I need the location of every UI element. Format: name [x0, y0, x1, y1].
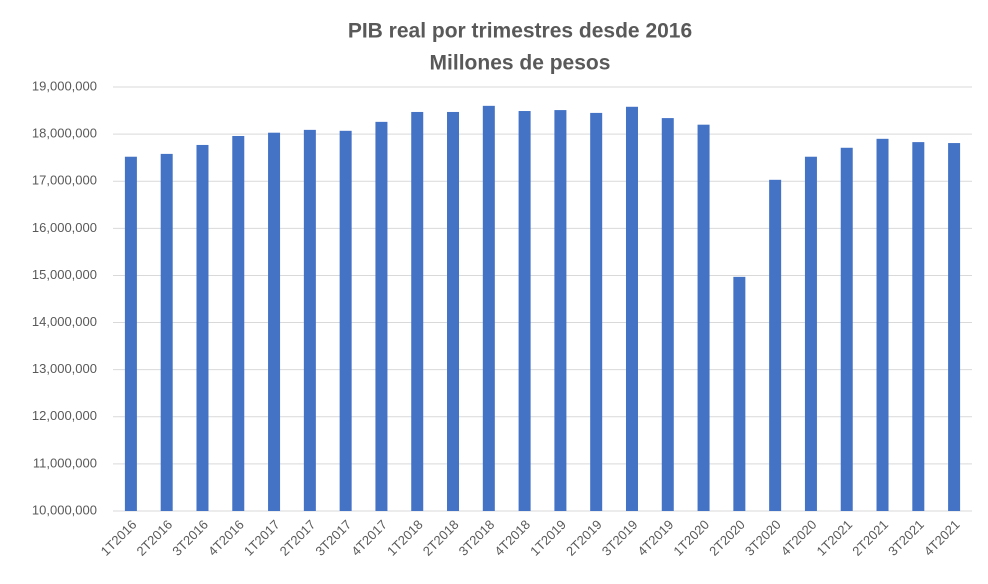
x-tick-label: 4T2017	[348, 517, 390, 559]
x-tick-label: 4T2016	[205, 517, 247, 559]
y-tick-label: 17,000,000	[32, 173, 97, 188]
bar	[912, 142, 925, 511]
y-tick-label: 15,000,000	[32, 267, 97, 282]
y-tick-label: 16,000,000	[32, 220, 97, 235]
bar	[124, 156, 137, 512]
bar	[625, 106, 638, 511]
x-tick-label: 4T2018	[491, 517, 533, 559]
y-tick-label: 11,000,000	[33, 455, 97, 470]
bar	[160, 153, 173, 512]
x-tick-label: 1T2016	[98, 517, 140, 559]
bar	[554, 110, 567, 511]
bar	[804, 156, 817, 512]
bar	[411, 111, 424, 512]
x-tick-label: 1T2018	[384, 517, 426, 559]
x-tick-label: 3T2018	[456, 517, 498, 559]
bar	[447, 111, 460, 512]
x-tick-label: 2T2020	[706, 517, 748, 559]
bar	[697, 124, 710, 511]
x-tick-label: 1T2017	[241, 517, 283, 559]
bar	[482, 105, 495, 511]
x-tick-label: 2T2017	[277, 517, 319, 559]
bar	[769, 179, 782, 511]
x-tick-label: 3T2017	[312, 517, 354, 559]
y-tick-label: 12,000,000	[32, 408, 97, 423]
x-tick-label: 4T2020	[778, 517, 820, 559]
y-tick-label: 14,000,000	[32, 314, 97, 329]
bar	[876, 138, 889, 512]
x-tick-label: 2T2018	[420, 517, 462, 559]
x-tick-label: 2T2019	[563, 517, 605, 559]
bar	[948, 143, 961, 511]
bar	[840, 147, 853, 512]
bar	[303, 129, 316, 512]
bar	[518, 111, 531, 511]
chart-title: PIB real por trimestres desde 2016	[348, 20, 692, 43]
bar	[339, 130, 352, 511]
bar	[268, 132, 281, 511]
bar	[590, 112, 603, 512]
x-tick-label: 3T2019	[599, 517, 641, 559]
chart-subtitle: Millones de pesos	[430, 52, 611, 75]
x-tick-label: 1T2019	[527, 517, 569, 559]
bar	[733, 276, 746, 511]
y-tick-label: 13,000,000	[32, 361, 97, 376]
bar	[232, 135, 245, 512]
y-tick-label: 10,000,000	[32, 502, 97, 517]
x-tick-label: 3T2016	[169, 517, 211, 559]
x-tick-label: 4T2019	[635, 517, 677, 559]
x-tick-label: 4T2021	[921, 517, 963, 559]
x-tick-label: 3T2020	[742, 517, 784, 559]
y-tick-label: 19,000,000	[32, 78, 97, 93]
x-tick-label: 3T2021	[885, 517, 927, 559]
x-tick-label: 2T2021	[849, 517, 891, 559]
bar	[375, 121, 388, 512]
x-tick-label: 2T2016	[133, 517, 175, 559]
bar	[661, 118, 674, 512]
y-tick-label: 18,000,000	[32, 126, 97, 141]
bar	[196, 144, 209, 512]
x-tick-label: 1T2020	[670, 517, 712, 559]
x-tick-label: 1T2021	[813, 517, 855, 559]
